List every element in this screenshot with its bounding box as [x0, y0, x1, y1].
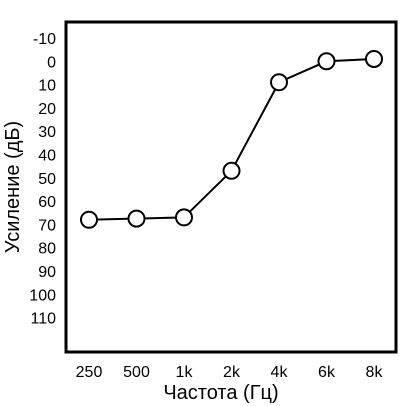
- data-point-marker: [127, 209, 146, 228]
- y-tick-label: 90: [38, 264, 56, 281]
- data-point-marker: [80, 210, 98, 229]
- x-axis-title: Частота (Гц): [163, 382, 278, 404]
- y-tick-label: 70: [38, 217, 56, 234]
- y-axis-ticks: -10 0 10 20 30 40 50 60 70 80 90 100 110: [29, 31, 56, 328]
- x-tick-label: 6k: [318, 364, 336, 381]
- y-tick-label: 10: [38, 78, 56, 95]
- x-tick-label: 8k: [366, 364, 384, 381]
- data-point-marker: [270, 73, 288, 92]
- y-tick-label: 0: [47, 54, 56, 71]
- y-tick-label: 100: [29, 287, 56, 304]
- series-line: [88, 57, 375, 221]
- y-tick-label: 20: [38, 101, 56, 118]
- y-tick-label: 40: [38, 148, 56, 165]
- y-tick-label: 50: [38, 171, 56, 188]
- x-tick-label: 2k: [223, 364, 241, 381]
- x-tick-label: 1k: [176, 364, 194, 381]
- data-point-marker: [365, 49, 383, 68]
- x-tick-label: 500: [123, 364, 150, 381]
- y-tick-label: 60: [38, 194, 56, 211]
- y-tick-label: 30: [38, 124, 56, 141]
- plot-frame: [64, 20, 398, 354]
- x-tick-label: 4k: [271, 364, 289, 381]
- y-tick-label: 110: [30, 311, 56, 328]
- y-tick-label: 80: [38, 241, 56, 258]
- data-point-marker: [222, 161, 241, 180]
- y-tick-label: -10: [33, 31, 56, 48]
- data-point-marker: [317, 52, 336, 71]
- x-tick-label: 250: [76, 364, 103, 381]
- data-point-marker: [175, 208, 193, 227]
- y-axis-title: Усиление (дБ): [2, 121, 24, 253]
- x-axis-ticks: 250 500 1k 2k 4k 6k 8k: [76, 364, 384, 381]
- series-group: [80, 49, 383, 229]
